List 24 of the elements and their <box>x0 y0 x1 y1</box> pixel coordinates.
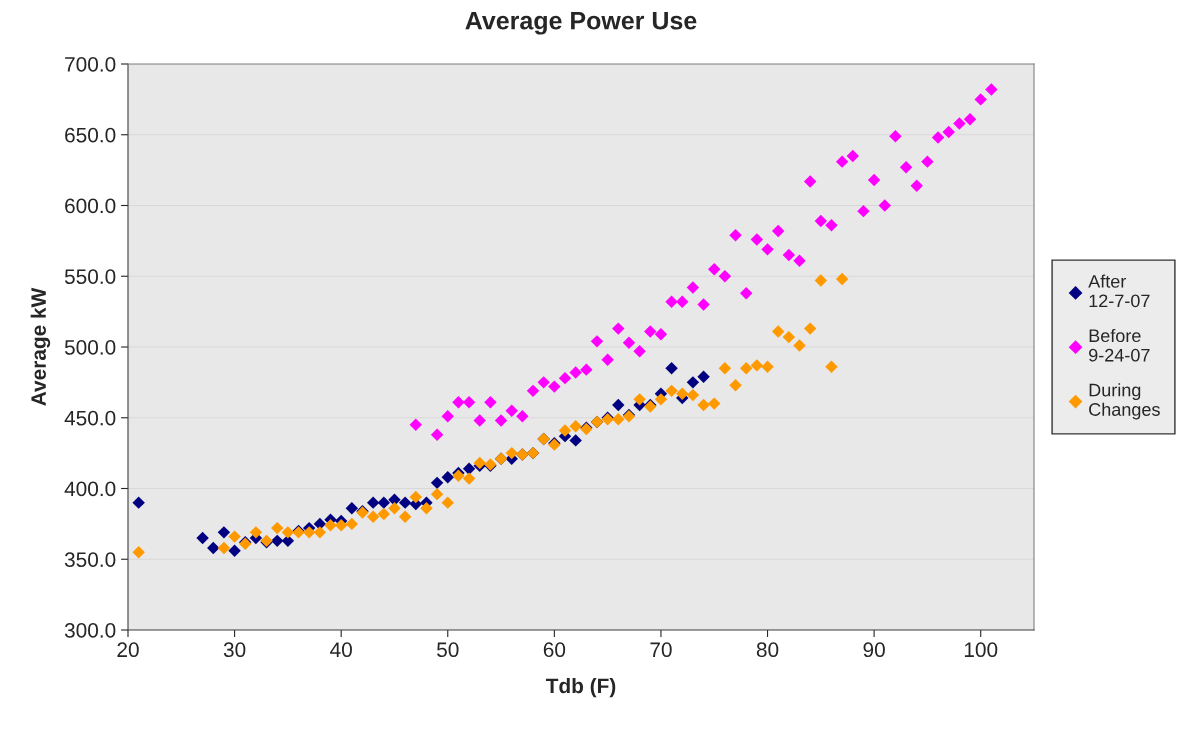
legend-label: Before 9-24-07 <box>1089 328 1150 362</box>
x-axis-title: Tdb (F) <box>545 677 616 698</box>
x-tick-label: 20 <box>117 642 139 658</box>
legend-label: During Changes <box>1089 383 1160 420</box>
y-tick-label: 700.0 <box>65 57 116 72</box>
y-tick-label: 350.0 <box>64 552 116 567</box>
chart-title: Average Power Use <box>465 12 697 35</box>
y-tick-label: 650.0 <box>65 127 116 143</box>
x-tick-label: 100 <box>964 642 998 658</box>
y-tick-label: 550.0 <box>64 269 116 284</box>
y-tick-label: 400.0 <box>64 481 116 497</box>
x-tick-label: 50 <box>437 642 459 658</box>
y-tick-label: 500.0 <box>64 340 116 355</box>
x-tick-label: 40 <box>330 642 352 658</box>
x-tick-label: 60 <box>543 642 566 658</box>
x-tick-label: 70 <box>650 642 672 658</box>
x-tick-label: 90 <box>863 642 885 658</box>
x-tick-label: 80 <box>756 642 779 658</box>
y-axis-title: Average kW <box>30 287 51 406</box>
y-tick-label: 450.0 <box>64 410 116 426</box>
x-tick-label: 30 <box>223 642 246 658</box>
y-tick-label: 600.0 <box>65 198 116 214</box>
legend-label: After 12-7-07 <box>1088 274 1150 308</box>
y-tick-label: 300.0 <box>64 623 116 638</box>
